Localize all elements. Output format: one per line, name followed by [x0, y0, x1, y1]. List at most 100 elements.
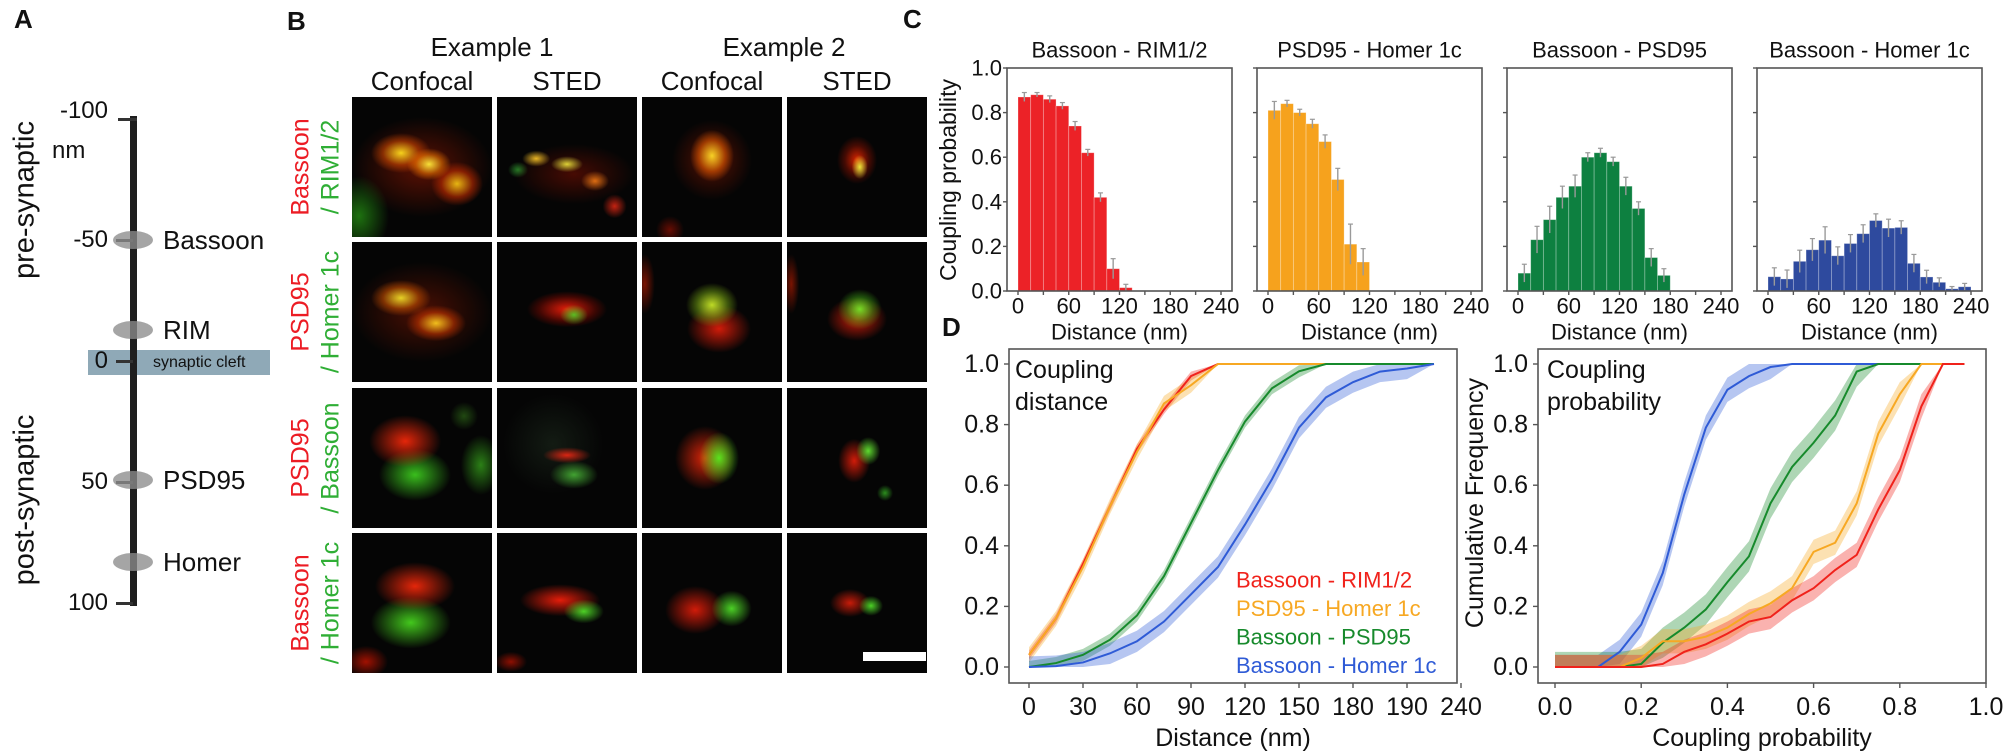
histogram-bar — [1081, 152, 1095, 292]
depth-axis-line — [130, 116, 137, 606]
x-tick-label: 180 — [1152, 294, 1189, 319]
x-tick-label: 180 — [1902, 294, 1939, 319]
y-tick-label: 1.0 — [1493, 350, 1528, 378]
series-line — [1028, 363, 1434, 668]
y-tick-label: 0.6 — [964, 471, 999, 499]
image-r3-confocal-ex1 — [352, 388, 492, 528]
protein-label: Homer — [163, 546, 242, 577]
y-tick-label: 1.0 — [964, 350, 999, 378]
x-axis-label: Distance (nm) — [1301, 320, 1438, 345]
panel-label-b: B — [287, 6, 306, 36]
plot-frame — [1537, 348, 1987, 684]
x-tick-label: 60 — [1807, 294, 1831, 319]
chart-annotation: Coupling — [1547, 356, 1646, 384]
histogram-title: Bassoon - PSD95 — [1532, 38, 1707, 63]
x-tick-label: 0.6 — [1796, 693, 1831, 721]
image-r2-sted-ex2 — [787, 242, 927, 382]
histogram-bar — [1267, 109, 1282, 292]
x-tick-label: 150 — [1278, 693, 1320, 721]
series-line — [1555, 363, 1965, 668]
image-r4-sted-ex2 — [787, 533, 927, 673]
coupling-probability-cdf: 0.0 0.2 0.4 0.6 0.8 1.0 0.0 0.2 0.4 0.6 0.8 1.0 Coup… — [1461, 348, 2003, 752]
x-tick-label: 0.0 — [1538, 693, 1573, 721]
legend-entry: Bassoon - PSD95 — [1236, 625, 1411, 650]
x-axis-label: Coupling probability — [1652, 724, 1872, 752]
synaptic-cleft-band — [88, 350, 270, 375]
x-tick-label: 240 — [1440, 693, 1482, 721]
histogram-bar — [1894, 227, 1908, 292]
x-tick-label: 120 — [1601, 294, 1638, 319]
image-r4-confocal-ex1 — [352, 533, 492, 673]
protein-marker — [113, 470, 153, 489]
histogram-bar — [1869, 220, 1883, 292]
histogram-bar — [1280, 103, 1294, 292]
histogram-bar — [1042, 98, 1057, 292]
column-header-sted-1: STED — [532, 66, 602, 96]
histogram-bar — [1068, 125, 1082, 292]
histogram-bar — [1318, 141, 1332, 292]
panel-label-c: C — [903, 4, 922, 34]
histogram-bar — [1881, 227, 1896, 292]
x-tick-label: 240 — [1703, 294, 1740, 319]
y-tick-label: 1.0 — [971, 56, 1002, 81]
image-r2-confocal-ex2 — [642, 242, 782, 382]
chart-annotation: distance — [1015, 388, 1108, 416]
confidence-band — [1555, 364, 1965, 667]
histogram-bar — [1292, 112, 1307, 292]
confidence-band — [1555, 364, 1965, 667]
y-tick-label: 0.4 — [1493, 532, 1528, 560]
histogram-2: 0 60 120 180 240 PSD95 - Homer 1c Distance (nm… — [1253, 38, 1489, 345]
x-tick-label: 0.2 — [1624, 693, 1659, 721]
x-tick-label: 0 — [1262, 294, 1274, 319]
y-tick-label: 0.8 — [964, 411, 999, 439]
x-tick-label: 180 — [1332, 693, 1374, 721]
chart-annotation: probability — [1547, 388, 1661, 416]
y-tick-label: 0.6 — [1493, 471, 1528, 499]
series-line — [1028, 363, 1435, 668]
histogram-bar — [1305, 123, 1320, 292]
histogram-bar — [1619, 185, 1633, 292]
y-tick-label: 0.8 — [971, 100, 1002, 125]
histogram-bar — [1331, 179, 1345, 292]
axis-tick-label: 0 — [94, 347, 108, 374]
x-tick-label: 180 — [1402, 294, 1439, 319]
histogram-1: 0.0 0.2 0.4 0.6 0.8 1.0 0 60 120 180 240 Bassoon - … — [935, 38, 1239, 345]
axis-tick — [118, 117, 137, 121]
x-tick-label: 60 — [1307, 294, 1331, 319]
x-tick-label: 0.8 — [1882, 693, 1917, 721]
histogram-bar — [1581, 156, 1595, 292]
histogram-bar — [1055, 105, 1070, 292]
image-r1-sted-ex2 — [787, 97, 927, 237]
example-1-header: Example 1 — [430, 32, 554, 62]
confidence-band — [1029, 364, 1434, 663]
legend-entry: Bassoon - Homer 1c — [1236, 653, 1437, 678]
x-tick-label: 30 — [1069, 693, 1097, 721]
x-axis-label: Distance (nm) — [1155, 724, 1311, 752]
x-tick-label: 120 — [1101, 294, 1138, 319]
axis-unit-label: nm — [52, 137, 86, 164]
x-tick-label: 0 — [1512, 294, 1524, 319]
image-r1-sted-ex1 — [497, 97, 637, 237]
confidence-band — [1555, 364, 1965, 667]
x-axis-label: Distance (nm) — [1551, 320, 1688, 345]
x-tick-label: 120 — [1224, 693, 1266, 721]
protein-marker — [113, 320, 153, 339]
column-header-confocal-2: Confocal — [660, 66, 764, 96]
column-header-sted-2: STED — [822, 66, 892, 96]
image-r2-sted-ex1 — [497, 242, 637, 382]
histogram-bar — [1555, 196, 1570, 292]
axis-tick-label: -50 — [73, 226, 108, 253]
y-tick-label: 0.0 — [964, 653, 999, 681]
histogram-bar — [1593, 152, 1608, 292]
image-r1-confocal-ex1 — [352, 97, 492, 237]
y-tick-label: 0.6 — [971, 145, 1002, 170]
x-tick-label: 240 — [1203, 294, 1240, 319]
axis-tick — [116, 601, 133, 605]
image-r2-confocal-ex1 — [352, 242, 492, 382]
x-tick-label: 120 — [1851, 294, 1888, 319]
y-axis-label: Cumulative Frequency — [1461, 377, 1489, 628]
histogram-bar — [1093, 196, 1108, 292]
series-line — [1555, 363, 1965, 668]
histogram-title: PSD95 - Homer 1c — [1277, 38, 1462, 63]
